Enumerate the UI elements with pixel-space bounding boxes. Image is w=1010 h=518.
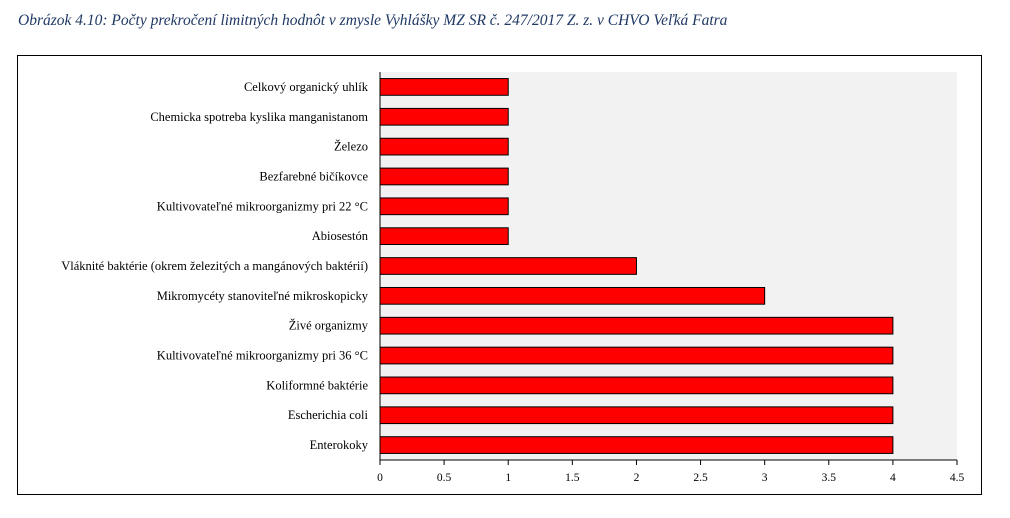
- category-label: Živé organizmy: [289, 319, 369, 333]
- bar: [379, 197, 509, 216]
- x-tick-label: 0: [377, 472, 383, 484]
- category-label: Bezfarebné bičíkovce: [259, 169, 368, 183]
- figure-caption: Obrázok 4.10: Počty prekročení limitných…: [18, 12, 728, 29]
- category-label: Escherichia coli: [288, 408, 369, 422]
- chart-frame: [17, 55, 982, 495]
- category-label: Mikromycéty stanoviteľné mikroskopicky: [157, 289, 369, 303]
- x-tick-label: 0.5: [437, 472, 452, 484]
- bar: [379, 346, 894, 365]
- bar: [379, 316, 894, 335]
- category-label: Kultivovateľné mikroorganizmy pri 22 °C: [157, 199, 368, 213]
- bar: [379, 78, 509, 96]
- x-tick-label: 1: [505, 472, 511, 484]
- category-label: Enterokoky: [310, 438, 369, 452]
- category-labels: Celkový organický uhlík Chemicka spotreba…: [61, 80, 369, 452]
- category-label: Vláknité baktérie (okrem železitých a ma…: [61, 259, 368, 273]
- x-tick-label: 2.5: [693, 472, 708, 484]
- bar: [379, 227, 509, 246]
- category-label: Celkový organický uhlík: [244, 80, 369, 94]
- category-label: Abiosestón: [312, 229, 369, 243]
- bar: [379, 137, 509, 156]
- bar: [379, 286, 766, 305]
- category-label: Kultivovateľné mikroorganizmy pri 36 °C: [157, 349, 368, 363]
- x-tick-label: 4: [890, 472, 896, 484]
- bar: [379, 167, 509, 186]
- bar: [379, 436, 894, 454]
- bar: [379, 107, 509, 126]
- x-tick-label: 2: [634, 472, 640, 484]
- category-label: Železo: [334, 140, 368, 154]
- bar: [379, 406, 894, 425]
- x-tick-label: 3: [762, 472, 768, 484]
- x-tick-label: 4.5: [950, 472, 965, 484]
- category-label: Koliformné baktérie: [266, 378, 368, 392]
- bar: [379, 257, 637, 275]
- x-axis-ticks: 0 0.5 1 1.5 2 2.5 3 3.5 4 4.5: [377, 460, 964, 484]
- bar: [379, 376, 894, 395]
- x-tick-label: 3.5: [822, 472, 837, 484]
- x-tick-label: 1.5: [565, 472, 580, 484]
- category-label: Chemicka spotreba kyslika manganistanom: [150, 110, 368, 124]
